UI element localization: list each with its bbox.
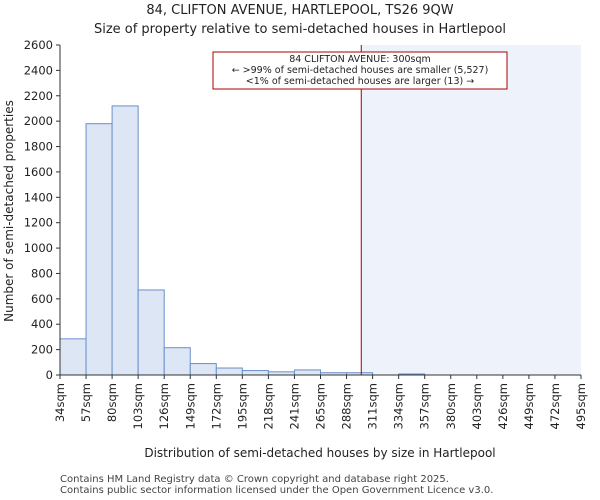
x-tick-label: 380sqm <box>444 383 458 429</box>
x-tick-label: 241sqm <box>287 383 301 429</box>
bar-195sqm <box>241 370 269 376</box>
y-tick-label: 2000 <box>24 114 53 128</box>
x-ticks: 34sqm 57sqm 80sqm 103sqm 126sqm 149sqm 172sqm 1… <box>53 375 588 429</box>
y-axis-label: Number of semi-detached properties <box>2 100 16 322</box>
bar-126sqm <box>163 347 191 376</box>
y-tick-label: 1000 <box>24 241 53 255</box>
footer-line-1: Contains HM Land Registry data © Crown c… <box>60 474 449 485</box>
chart-subtitle: Size of property relative to semi-detach… <box>94 22 506 37</box>
annotation-line-2: ← >99% of semi-detached houses are small… <box>232 65 489 76</box>
bar-57sqm <box>85 123 113 376</box>
y-ticks: 0 200 400 600 800 1000 1200 1400 1600 1800 2000 220… <box>24 38 60 382</box>
x-tick-label: 472sqm <box>548 383 562 429</box>
chart-title: 84, CLIFTON AVENUE, HARTLEPOOL, TS26 9QW <box>146 3 453 18</box>
annotation-border <box>212 51 508 90</box>
x-tick-label: 288sqm <box>340 383 354 429</box>
y-tick-label: 2600 <box>24 38 53 52</box>
x-tick-label: 172sqm <box>209 383 223 429</box>
y-tick-label: 1800 <box>24 140 53 154</box>
y-tick-label: 200 <box>31 343 53 357</box>
y-tick-label: 0 <box>46 368 53 382</box>
x-tick-label: 426sqm <box>496 383 510 429</box>
bar-80sqm <box>111 105 139 376</box>
y-tick-label: 2400 <box>24 63 53 77</box>
x-tick-label: 495sqm <box>574 383 588 429</box>
annotation-box: 84 CLIFTON AVENUE: 300sqm ← >99% of semi… <box>212 51 508 90</box>
bar-149sqm <box>189 363 217 376</box>
bars <box>59 105 426 376</box>
y-tick-label: 600 <box>31 292 53 306</box>
x-tick-label: 103sqm <box>131 383 145 429</box>
x-axis-label: Distribution of semi-detached houses by … <box>144 446 495 460</box>
y-tick-label: 1400 <box>24 190 53 204</box>
x-tick-label: 126sqm <box>157 383 171 429</box>
x-tick-label: 34sqm <box>53 383 67 422</box>
larger-region-shade <box>361 45 581 375</box>
bar-34sqm <box>59 338 87 376</box>
x-tick-label: 403sqm <box>470 383 484 429</box>
x-tick-label: 265sqm <box>314 383 328 429</box>
x-tick-label: 218sqm <box>261 383 275 429</box>
y-tick-label: 800 <box>31 266 53 280</box>
y-tick-label: 400 <box>31 317 53 331</box>
annotation-line-3: <1% of semi-detached houses are larger (… <box>246 76 474 87</box>
footer-line-2: Contains public sector information licen… <box>60 485 493 496</box>
annotation-line-1: 84 CLIFTON AVENUE: 300sqm <box>289 54 431 65</box>
x-tick-label: 311sqm <box>366 383 380 429</box>
x-tick-label: 57sqm <box>79 383 93 422</box>
y-tick-label: 1200 <box>24 216 53 230</box>
x-tick-label: 449sqm <box>522 383 536 429</box>
x-tick-label: 80sqm <box>105 383 119 422</box>
x-tick-label: 195sqm <box>235 383 249 429</box>
bar-172sqm <box>215 367 243 376</box>
bar-241sqm <box>293 369 322 376</box>
y-tick-label: 2200 <box>24 89 53 103</box>
x-tick-label: 357sqm <box>418 383 432 429</box>
x-tick-label: 149sqm <box>183 383 197 429</box>
y-tick-label: 1600 <box>24 165 53 179</box>
x-tick-label: 334sqm <box>392 383 406 429</box>
bar-103sqm <box>137 289 165 376</box>
